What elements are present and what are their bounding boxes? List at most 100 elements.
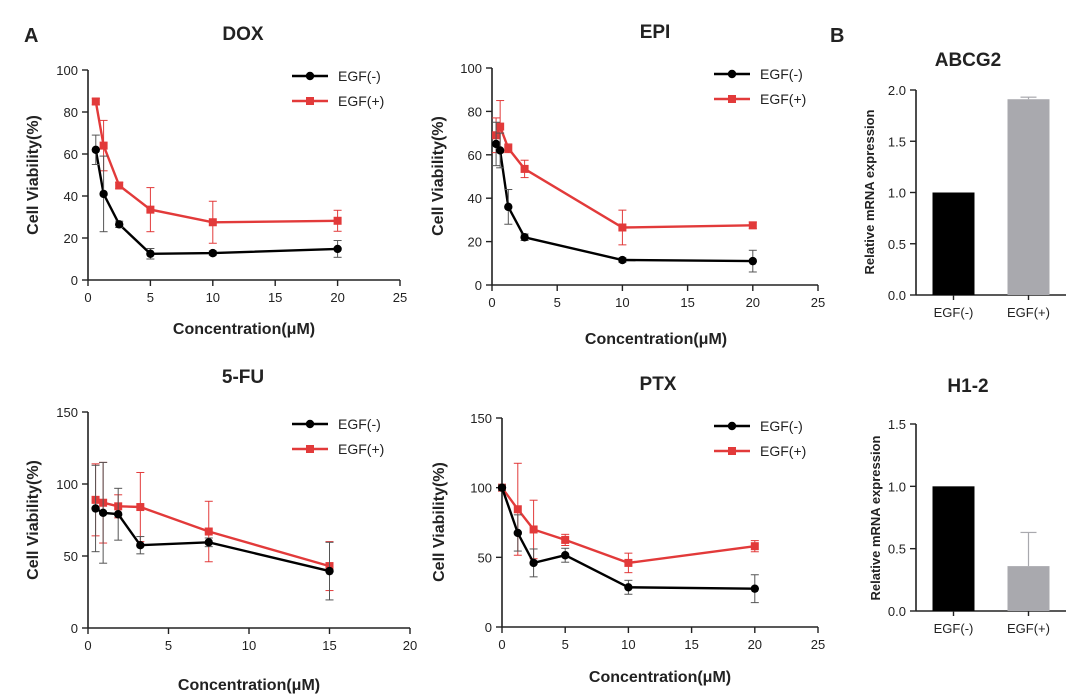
chart-title: ABCG2 (935, 50, 1002, 71)
x-tick-label: 25 (811, 637, 825, 652)
x-tick-label: 25 (811, 295, 825, 310)
series-egf-minus (497, 483, 759, 604)
data-point (91, 504, 100, 513)
series-line (501, 486, 755, 565)
series-egf-minus (91, 134, 342, 260)
data-point (618, 255, 627, 265)
data-point (491, 139, 501, 149)
legend-label: EGF(-) (338, 416, 381, 432)
x-tick-label: 25 (393, 290, 407, 305)
y-tick-label: 60 (64, 147, 78, 162)
series-egf-minus (491, 121, 757, 273)
bar-egf-plus (1007, 99, 1050, 295)
data-point (146, 205, 155, 214)
y-tick-label: 1.5 (888, 417, 906, 432)
data-point (520, 164, 529, 173)
y-tick-label: 0 (475, 278, 482, 293)
y-tick-label: 150 (470, 411, 492, 426)
y-axis-label: Cell Viability(%) (25, 115, 42, 235)
panel-label-b: B (830, 25, 844, 47)
legend-label: EGF(+) (760, 443, 806, 459)
y-axis-label: Cell Viability(%) (431, 462, 448, 582)
y-axis-label: Relative mRNA expression (862, 109, 877, 274)
data-point (520, 233, 529, 242)
legend-marker (305, 419, 315, 429)
x-tick-label: 5 (147, 290, 154, 305)
data-point (208, 248, 217, 258)
legend-label: EGF(-) (338, 68, 381, 84)
series-line (94, 149, 338, 256)
bar-chart-5: H1-2 0.0 0.5 1.0 1.5 Relative mRNA expression… (868, 376, 1066, 636)
y-tick-label: 20 (64, 231, 78, 246)
y-axis-label: Relative mRNA expression (868, 435, 883, 600)
legend-marker (305, 71, 315, 81)
legend-marker (727, 421, 737, 431)
series-egf-minus (91, 461, 334, 601)
y-axis-label: Cell Viability(%) (430, 116, 447, 236)
x-tick-label: 15 (684, 637, 698, 652)
x-tick-label: 20 (746, 295, 760, 310)
data-point (750, 542, 759, 551)
data-point (115, 220, 124, 229)
data-point (624, 583, 633, 592)
y-tick-label: 50 (478, 550, 492, 565)
x-tick-label: 20 (330, 290, 344, 305)
data-point (146, 249, 155, 258)
y-tick-label: 2.0 (888, 83, 906, 98)
legend-label: EGF(-) (760, 418, 803, 434)
y-tick-label: 20 (468, 235, 482, 250)
x-tick-label: 20 (748, 637, 762, 652)
y-tick-label: 0 (485, 620, 492, 635)
legend-marker (728, 447, 736, 455)
y-tick-label: 0.0 (888, 288, 906, 303)
series-egf-plus (498, 462, 759, 574)
x-axis-label: Concentration(μM) (178, 677, 320, 694)
data-point (504, 202, 513, 212)
data-point (513, 505, 522, 514)
legend-marker (306, 97, 314, 105)
data-point (561, 535, 570, 544)
data-point (136, 503, 145, 512)
data-point (91, 145, 101, 154)
bar-egf-minus (932, 192, 975, 295)
data-point (91, 97, 100, 106)
series-egf-plus (492, 100, 757, 246)
x-tick-label: 20 (403, 638, 417, 653)
y-tick-label: 40 (64, 189, 78, 204)
data-point (333, 216, 342, 225)
data-point (513, 528, 522, 538)
data-point (98, 508, 108, 517)
bar-egf-plus (1007, 566, 1050, 611)
x-tick-label: 0 (84, 290, 91, 305)
data-point (136, 541, 145, 550)
data-point (618, 223, 627, 232)
legend-marker (727, 69, 737, 79)
bar-chart-4: ABCG2 0.0 0.5 1.0 1.5 2.0 Relative mRNA expres… (862, 50, 1066, 320)
data-point (113, 510, 123, 519)
data-point (208, 218, 217, 227)
data-point (496, 122, 505, 131)
y-tick-label: 80 (468, 104, 482, 119)
series-line (500, 487, 755, 590)
bar-egf-minus (932, 486, 975, 611)
data-point (624, 558, 633, 567)
y-tick-label: 0.5 (888, 542, 906, 557)
y-tick-label: 0.0 (888, 604, 906, 619)
data-point (748, 221, 757, 230)
category-label: EGF(+) (1007, 305, 1050, 320)
x-tick-label: 10 (615, 295, 629, 310)
data-point (115, 181, 124, 190)
y-tick-label: 0.5 (888, 237, 906, 252)
data-point (561, 551, 570, 560)
x-tick-label: 15 (268, 290, 282, 305)
y-tick-label: 100 (460, 61, 482, 76)
legend-label: EGF(+) (338, 93, 384, 109)
data-point (99, 189, 108, 199)
x-axis-label: Concentration(μM) (585, 331, 727, 348)
legend-label: EGF(+) (760, 91, 806, 107)
x-axis-label: Concentration(μM) (589, 669, 731, 686)
data-point (750, 584, 759, 593)
data-point (325, 566, 334, 576)
